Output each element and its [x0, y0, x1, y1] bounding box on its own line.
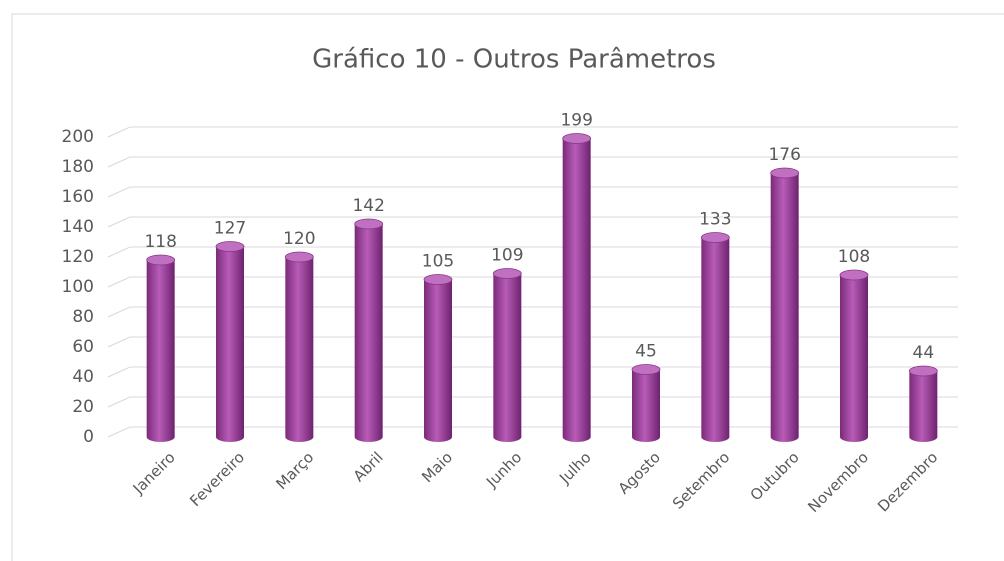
x-tick-label: Julho — [555, 448, 594, 487]
x-tick-label: Dezembro — [874, 448, 941, 515]
grid-line — [107, 246, 958, 258]
grid-line — [107, 336, 958, 348]
bar-cap — [284, 251, 314, 263]
grid-line — [107, 366, 958, 378]
x-tick-label: Janeiro — [129, 448, 179, 498]
bar-cap — [423, 274, 453, 285]
bar-cap — [354, 218, 384, 230]
bar — [562, 133, 591, 442]
bar — [770, 168, 799, 443]
bar-cap — [631, 364, 661, 375]
bar — [909, 366, 938, 442]
chart-frame — [11, 13, 1004, 561]
data-label: 44 — [913, 343, 935, 363]
x-tick-label: Agosto — [615, 448, 664, 497]
x-tick-label: Fevereiro — [186, 448, 248, 510]
x-tick-label: Maio — [418, 448, 456, 486]
grid-line — [107, 186, 958, 198]
x-tick-label: Abril — [350, 448, 387, 485]
y-tick-label: 40 — [72, 367, 94, 387]
y-tick-label: 20 — [72, 397, 94, 417]
bar — [840, 270, 868, 442]
data-label: 108 — [838, 247, 870, 267]
grid-line — [107, 306, 958, 318]
x-tick-label: Junho — [482, 448, 525, 491]
data-label: 118 — [144, 232, 176, 252]
bar-cap — [770, 167, 800, 179]
bar-cap — [908, 365, 938, 377]
x-tick-label: Março — [273, 448, 318, 493]
grid-line — [107, 156, 958, 168]
data-label: 120 — [283, 229, 315, 249]
y-tick-label: 60 — [72, 337, 94, 357]
y-tick-label: 120 — [62, 247, 94, 267]
bar — [354, 219, 383, 442]
grid-line — [107, 276, 958, 288]
bar — [701, 232, 730, 442]
data-label: 127 — [214, 219, 246, 239]
data-label: 199 — [560, 111, 592, 131]
y-tick-label: 140 — [62, 217, 94, 237]
y-tick-label: 180 — [62, 157, 94, 177]
y-tick-label: 160 — [62, 187, 94, 207]
y-tick-label: 200 — [62, 127, 94, 147]
grid-line — [107, 216, 958, 228]
bar — [632, 364, 660, 442]
y-tick-label: 100 — [62, 277, 94, 297]
x-tick-label: Novembro — [804, 448, 872, 516]
grid-line — [107, 126, 958, 138]
x-tick-label: Outubro — [747, 448, 803, 504]
grid-line — [107, 396, 958, 408]
bar-cap — [146, 254, 176, 266]
bar — [146, 255, 175, 442]
y-tick-label: 80 — [72, 307, 94, 327]
bar — [285, 252, 314, 442]
bar-cap — [839, 269, 869, 281]
data-label: 45 — [635, 342, 657, 362]
bar-cap — [492, 268, 522, 279]
chart-title: Gráfico 10 - Outros Parâmetros — [312, 45, 716, 75]
x-tick-label: Setembro — [669, 448, 733, 512]
bar-cap — [215, 241, 245, 252]
bar — [216, 241, 244, 442]
y-tick-label: 0 — [83, 427, 94, 447]
data-label: 133 — [699, 210, 731, 230]
grid-line — [107, 426, 958, 438]
data-label: 142 — [352, 196, 384, 216]
bar-cap — [700, 232, 730, 243]
bar — [493, 268, 522, 442]
data-label: 176 — [768, 145, 800, 165]
bar — [424, 274, 452, 442]
bar-cap — [562, 133, 592, 144]
data-label: 109 — [491, 246, 523, 266]
data-label: 105 — [422, 252, 454, 272]
